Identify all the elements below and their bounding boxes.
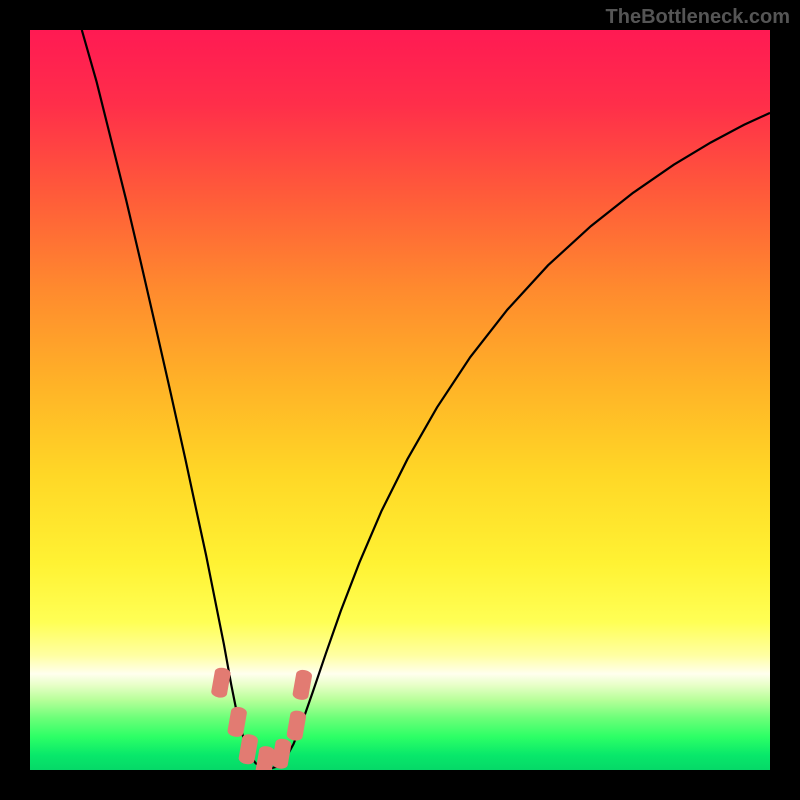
chart-container: TheBottleneck.com [0, 0, 800, 800]
attribution-text: TheBottleneck.com [606, 6, 790, 29]
plot-background [30, 30, 770, 770]
plot-area [30, 30, 770, 770]
